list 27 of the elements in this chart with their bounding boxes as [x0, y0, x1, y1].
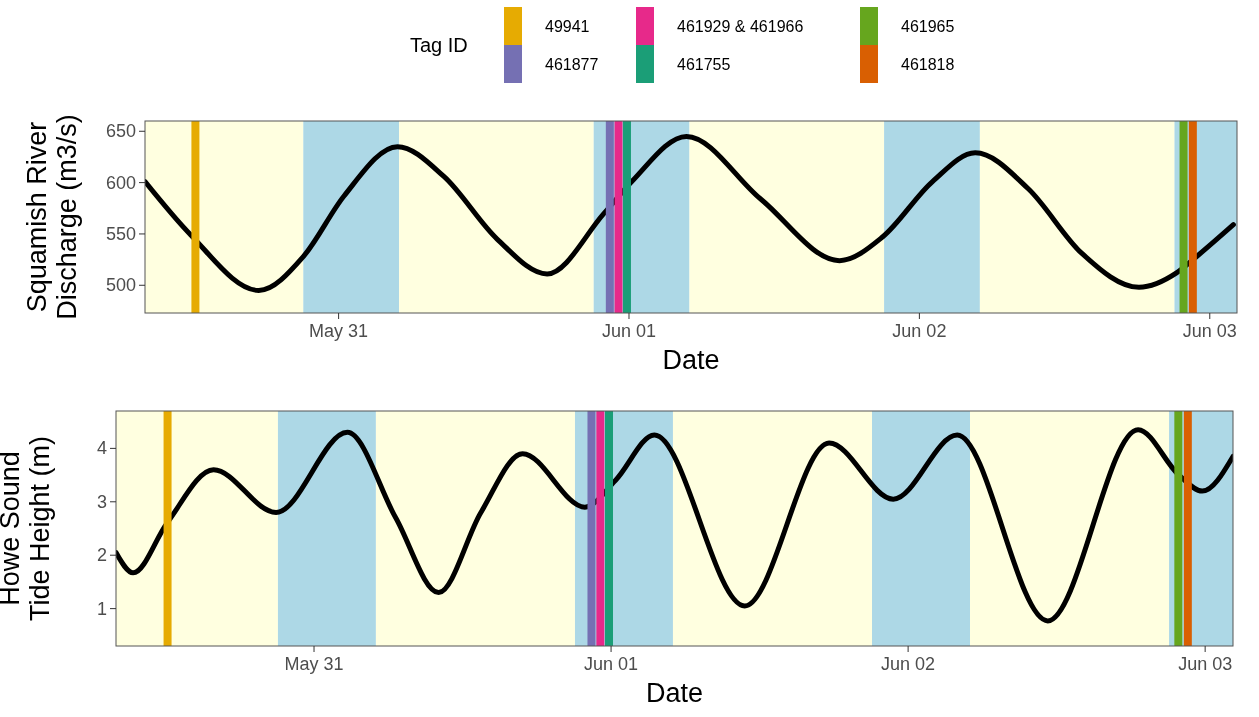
x-tick-label: Jun 01 — [584, 654, 639, 674]
x-axis-title: Date — [662, 345, 720, 375]
y-tick-label: 500 — [105, 275, 136, 296]
y-tick-label: 650 — [105, 121, 136, 142]
legend-label: 461755 — [677, 56, 731, 73]
x-tick-label: Jun 03 — [1182, 321, 1237, 341]
x-tick-label: Jun 03 — [1178, 654, 1233, 674]
legend-label: 461818 — [901, 56, 955, 73]
y-tick-label: 2 — [96, 545, 107, 566]
y-tick-label: 3 — [96, 491, 107, 512]
y-tick-label: 4 — [96, 438, 107, 459]
y-axis-title: Squamish River Discharge (m3/s) — [22, 114, 82, 320]
x-axis-title: Date — [645, 678, 704, 708]
x-tick-label: May 31 — [284, 654, 344, 674]
legend-label: 461965 — [901, 18, 955, 35]
legend-title: Tag ID — [410, 34, 468, 56]
y-tick-label: 550 — [105, 223, 136, 244]
legend-label: 461877 — [545, 56, 599, 73]
y-tick-label: 600 — [105, 172, 136, 193]
x-tick-label: Jun 01 — [601, 321, 657, 341]
y-axis-title: Howe Sound Tide Height (m) — [0, 435, 55, 622]
legend-label: 461929 & 461966 — [677, 18, 804, 35]
x-tick-label: Jun 02 — [881, 654, 936, 674]
x-tick-label: May 31 — [309, 321, 369, 341]
y-tick-label: 1 — [96, 598, 107, 619]
legend-label: 49941 — [545, 18, 590, 35]
x-tick-label: Jun 02 — [892, 321, 947, 341]
